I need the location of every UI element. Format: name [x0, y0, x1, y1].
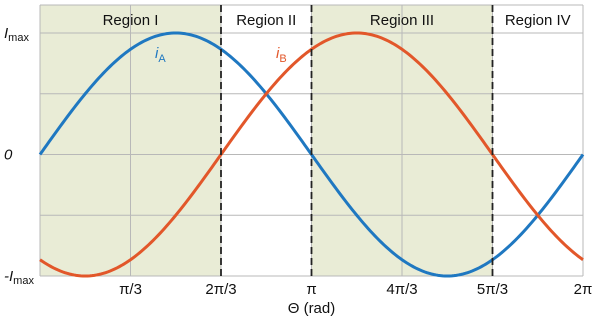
series-label-sub-1: B [279, 53, 286, 65]
x-tick-label-3: 4π/3 [386, 281, 417, 298]
x-tick-label-0: π/3 [119, 281, 142, 298]
y-tick-main-2: -I [4, 268, 13, 285]
series-label-a: iA [155, 45, 166, 65]
region-label-3: Region III [370, 12, 434, 29]
y-tick-main-1: 0 [4, 147, 13, 164]
y-tick-main-0: I [4, 25, 8, 42]
region-label-4: Region IV [505, 12, 571, 29]
region-label-2: Region II [236, 12, 296, 29]
y-tick-sub-0: max [8, 32, 29, 44]
series-label-b: iB [276, 45, 287, 65]
region-label-1: Region I [103, 12, 159, 29]
x-tick-label-2: π [306, 281, 316, 298]
x-axis-label: Θ (rad) [288, 300, 336, 317]
x-tick-label-5: 2π [574, 281, 593, 298]
y-tick-label-0: Imax [4, 25, 29, 44]
series-label-main-1: i [276, 45, 280, 62]
series-label-sub-0: A [158, 53, 166, 65]
y-tick-sub-2: max [13, 275, 34, 287]
x-tick-label-1: 2π/3 [205, 281, 236, 298]
y-tick-label-2: -Imax [4, 268, 34, 287]
series-label-main-0: i [155, 45, 159, 62]
y-tick-label-1: 0 [4, 147, 13, 164]
x-tick-label-4: 5π/3 [477, 281, 508, 298]
